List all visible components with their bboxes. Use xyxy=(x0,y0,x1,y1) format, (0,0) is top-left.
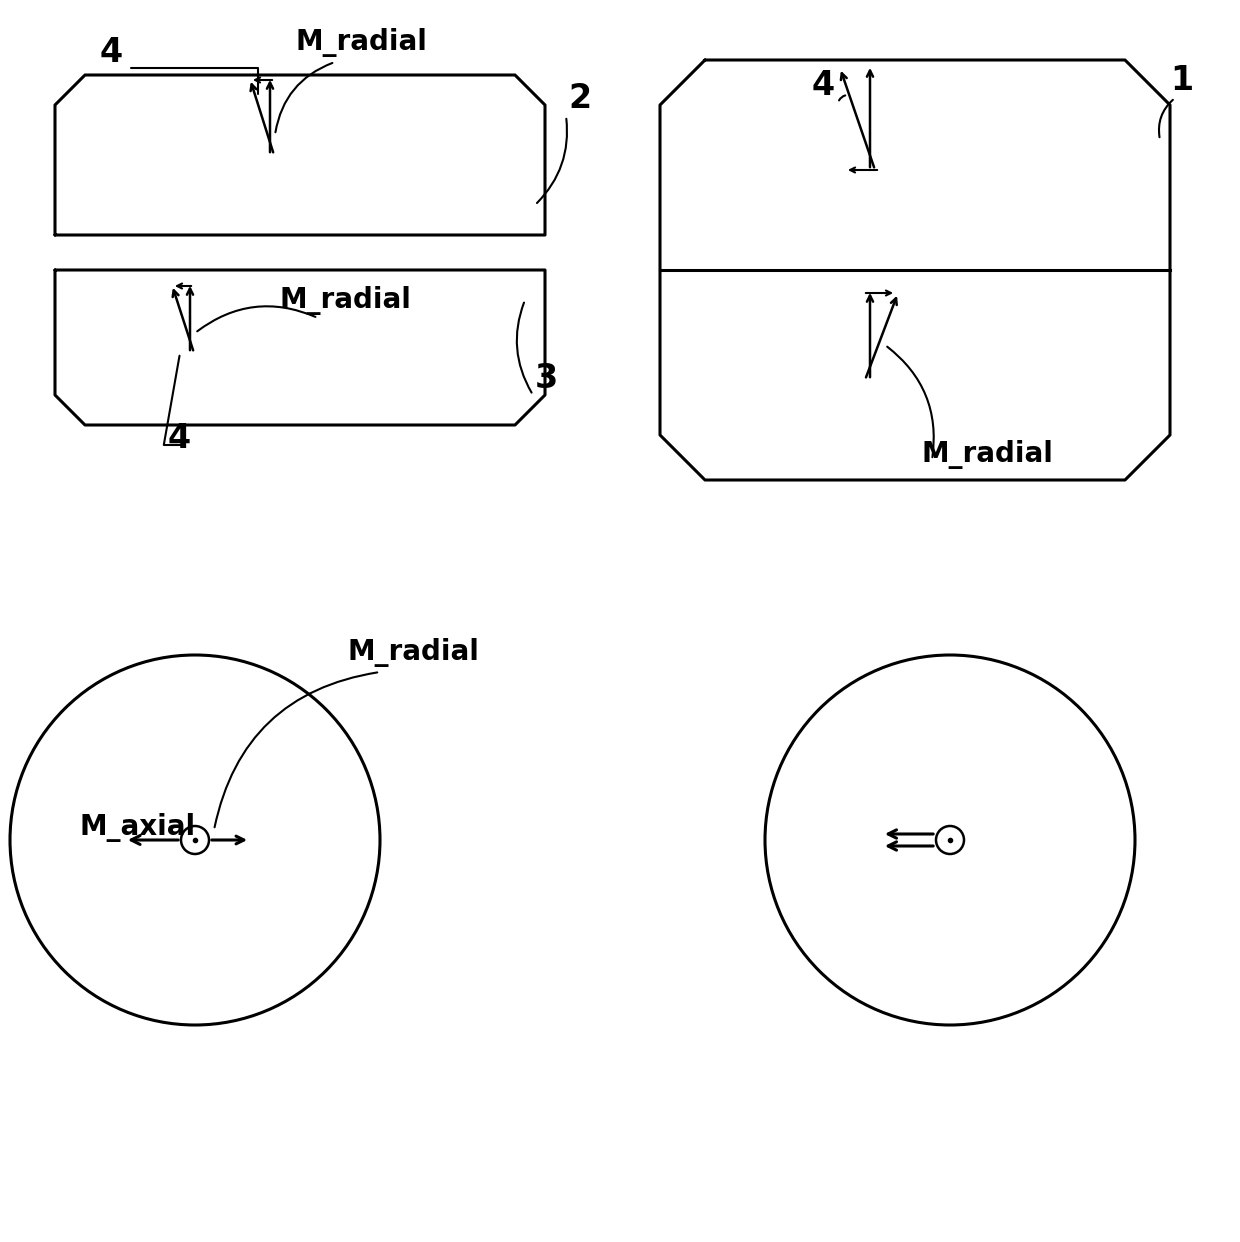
Text: 4: 4 xyxy=(167,422,191,455)
Text: 4: 4 xyxy=(812,70,835,102)
Text: M_radial: M_radial xyxy=(295,29,427,57)
Text: M_radial: M_radial xyxy=(348,638,480,667)
Text: M_axial: M_axial xyxy=(81,814,196,842)
Text: 3: 3 xyxy=(534,361,558,395)
Text: M_radial: M_radial xyxy=(280,286,412,315)
Text: M_radial: M_radial xyxy=(923,440,1054,469)
Text: 1: 1 xyxy=(1171,65,1193,97)
Text: 2: 2 xyxy=(568,82,591,116)
Text: 4: 4 xyxy=(100,36,123,70)
